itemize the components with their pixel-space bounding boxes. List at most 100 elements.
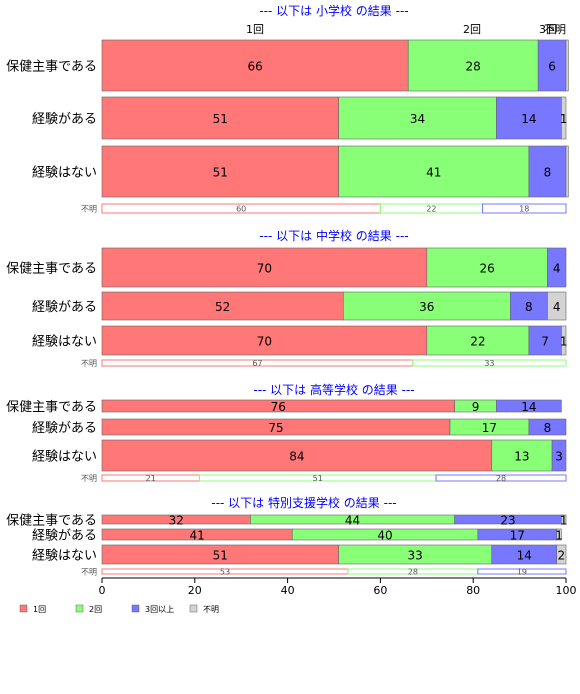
bar-label-3-2-1: 33: [408, 549, 423, 563]
legend-label-0: 1回: [33, 605, 46, 614]
top-label-1: 2回: [463, 23, 481, 36]
bar-label-3-0-0: 32: [169, 514, 184, 528]
row-label-0-3: 不明: [81, 205, 97, 214]
bar-label-1-0-1: 26: [479, 262, 494, 276]
legend-swatch-0: [19, 604, 28, 613]
bar-0-2-2: [528, 145, 567, 198]
x-tick-label-3: 60: [373, 584, 387, 597]
bar-label-0-0-1: 28: [466, 60, 481, 74]
panel-title-1: --- 以下は 中学校 の結果 ---: [259, 228, 408, 243]
bar-label-1-1-3: 4: [553, 300, 561, 314]
bar-label-3-0-2: 23: [500, 514, 515, 528]
bar-label-2-3-0: 21: [146, 474, 156, 483]
bar-label-2-0-1: 9: [472, 400, 480, 414]
bar-label-0-1-1: 34: [410, 112, 425, 126]
x-tick-label-1: 20: [188, 584, 202, 597]
bar-label-0-2-1: 41: [426, 166, 441, 180]
bar-1-2-3: [561, 325, 567, 356]
x-tick-label-5: 100: [556, 584, 577, 597]
row-label-0-1: 経験がある: [32, 112, 97, 127]
bar-label-1-1-0: 52: [215, 300, 230, 314]
bar-label-0-1-3: 1: [560, 112, 568, 126]
bar-1-0-0: [101, 247, 428, 288]
bar-label-1-2-2: 7: [541, 335, 549, 349]
bar-label-1-0-0: 70: [257, 262, 272, 276]
bar-1-1-3: [547, 291, 567, 321]
row-label-1-3: 不明: [81, 359, 97, 368]
legend-label-2: 3回以上: [145, 605, 174, 614]
bar-3-0-3: [561, 514, 567, 525]
bar-label-0-1-2: 14: [521, 112, 536, 126]
legend-swatch-3: [189, 604, 198, 613]
bar-label-3-3-0: 53: [220, 568, 230, 577]
bar-2-3-2: [435, 474, 567, 482]
row-label-2-2: 経験はない: [32, 450, 97, 465]
bar-0-2-0: [101, 145, 339, 198]
bar-label-2-0-2: 14: [521, 400, 536, 414]
bar-label-0-0-0: 66: [247, 60, 262, 74]
bar-label-0-3-0: 60: [236, 205, 246, 214]
bar-label-3-3-2: 19: [517, 568, 527, 577]
bar-label-1-2-3: 1: [560, 335, 568, 349]
legend-label-1: 2回: [89, 605, 102, 614]
bar-3-1-3: [556, 528, 562, 541]
bar-label-2-1-2: 8: [544, 421, 552, 435]
bar-1-0-1: [426, 247, 548, 288]
bar-2-2-2: [551, 439, 567, 472]
bar-label-3-0-3: 1: [560, 514, 568, 528]
row-label-1-2: 経験はない: [32, 335, 97, 350]
x-tick-label-2: 40: [281, 584, 295, 597]
x-tick-label-4: 80: [466, 584, 480, 597]
bar-label-0-2-0: 51: [213, 166, 228, 180]
bar-label-0-0-2: 6: [548, 60, 556, 74]
bar-0-0-1: [407, 39, 539, 92]
bar-label-3-1-2: 17: [510, 529, 525, 543]
bar-1-1-0: [101, 291, 344, 321]
row-label-3-3: 不明: [81, 568, 97, 577]
bar-2-2-1: [491, 439, 553, 472]
row-label-3-0: 保健主事である: [6, 514, 97, 529]
bar-label-1-1-1: 36: [419, 300, 434, 314]
bar-label-3-2-2: 14: [517, 549, 532, 563]
panel-title-2: --- 以下は 高等学校 の結果 ---: [253, 382, 414, 397]
bar-label-3-1-0: 41: [189, 529, 204, 543]
bar-3-2-3: [556, 544, 567, 565]
top-label-2: 3回: [539, 23, 557, 36]
bar-label-3-2-3: 2: [558, 549, 566, 563]
bar-0-2-1: [338, 145, 530, 198]
bar-label-0-3-2: 18: [519, 205, 529, 214]
legend-swatch-2: [131, 604, 140, 613]
bar-1-1-1: [342, 291, 511, 321]
row-label-1-1: 経験がある: [32, 300, 97, 315]
row-label-2-3: 不明: [81, 474, 97, 483]
bar-1-2-1: [426, 325, 530, 356]
bar-0-1-1: [338, 96, 497, 140]
bar-label-1-3-1: 33: [484, 359, 494, 368]
bar-label-1-3-0: 67: [252, 359, 262, 368]
bar-label-3-2-0: 51: [213, 549, 228, 563]
bar-0-0-3: [565, 39, 569, 92]
bar-3-3-2: [477, 568, 567, 575]
bar-2-2-0: [101, 439, 493, 472]
bar-0-3-2: [481, 203, 567, 214]
bar-label-3-1-3: 1: [555, 529, 563, 543]
row-label-3-1: 経験がある: [32, 529, 97, 544]
row-label-3-2: 経験はない: [32, 549, 97, 564]
bar-label-0-1-0: 51: [213, 112, 228, 126]
bar-1-2-2: [528, 325, 562, 356]
bar-label-0-2-2: 8: [544, 166, 552, 180]
bar-label-3-0-1: 44: [345, 514, 360, 528]
panel-title-0: --- 以下は 小学校 の結果 ---: [259, 3, 408, 18]
bar-label-1-1-2: 8: [525, 300, 533, 314]
legend-swatch-1: [75, 604, 84, 613]
bar-label-3-1-1: 40: [377, 529, 392, 543]
row-label-2-1: 経験がある: [32, 421, 97, 436]
bar-label-1-2-1: 22: [470, 335, 485, 349]
row-label-0-2: 経験はない: [32, 166, 97, 181]
bar-label-2-2-2: 3: [555, 450, 563, 464]
row-label-1-0: 保健主事である: [6, 262, 97, 277]
x-tick-label-0: 0: [99, 584, 106, 597]
row-label-0-0: 保健主事である: [6, 60, 97, 75]
legend-label-3: 不明: [203, 605, 219, 614]
